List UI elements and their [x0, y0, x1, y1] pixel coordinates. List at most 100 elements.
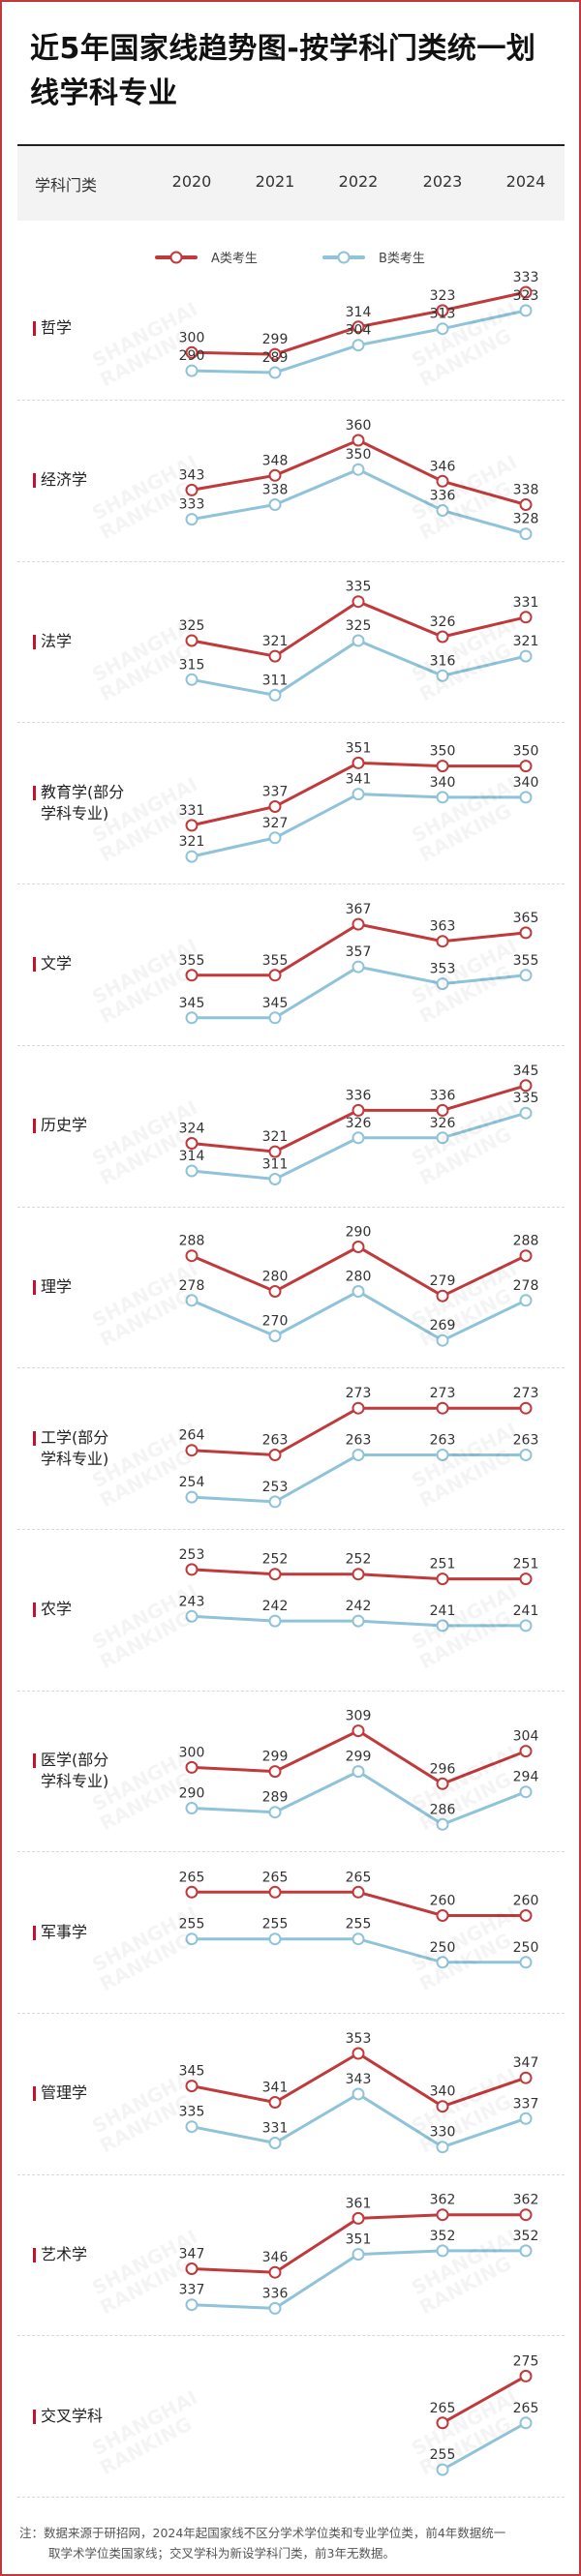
category-label-text: 教育学(部分: [41, 782, 125, 801]
data-point-marker: [519, 1294, 533, 1307]
legend-a-label: A类考生: [211, 252, 258, 266]
data-value-label: 304: [513, 1729, 539, 1745]
data-point-marker: [185, 364, 199, 377]
data-value-label: 290: [179, 348, 205, 364]
data-point-marker: [352, 2047, 365, 2060]
header-year-2020: 2020: [171, 172, 212, 191]
data-point-marker: [519, 969, 533, 982]
category-label-text: 农学: [41, 1600, 73, 1619]
category-label: 经济学: [33, 469, 88, 491]
data-point-marker: [185, 819, 199, 832]
data-point-marker: [185, 673, 199, 686]
data-value-label: 328: [513, 512, 539, 527]
category-label: 理学: [33, 1276, 73, 1298]
data-point-marker: [352, 2211, 365, 2225]
data-point-marker: [185, 2120, 199, 2134]
header-year-2024: 2024: [505, 172, 546, 191]
category-accent-bar: [33, 2248, 36, 2263]
table-header: 学科门类 2020 2021 2022 2023 2024: [17, 146, 565, 221]
data-value-label: 321: [179, 834, 205, 850]
data-point-marker: [268, 498, 282, 511]
header-year-2021: 2021: [255, 172, 295, 191]
data-value-label: 341: [346, 772, 372, 788]
category-label-text: 学科专业): [41, 803, 109, 823]
chart-legend: A类考生 B类考生: [0, 248, 581, 269]
data-value-label: 352: [513, 2229, 539, 2244]
data-point-marker: [185, 1760, 199, 1774]
data-point-marker: [268, 1614, 282, 1628]
data-value-label: 273: [346, 1386, 372, 1401]
data-point-marker: [436, 935, 449, 948]
data-point-marker: [268, 1173, 282, 1185]
category-label-text: 医学(部分: [41, 1750, 109, 1769]
data-point-marker: [519, 1619, 533, 1632]
data-point-marker: [352, 634, 365, 647]
data-value-label: 343: [346, 2072, 372, 2087]
data-point-marker: [436, 322, 449, 336]
category-label-text: 经济学: [41, 470, 88, 490]
category-accent-bar: [33, 1119, 36, 1134]
data-point-marker: [268, 1011, 282, 1025]
panel-separator: [17, 2013, 565, 2014]
category-label-text: 法学: [41, 632, 73, 651]
data-point-marker: [519, 1745, 533, 1758]
data-value-label: 365: [513, 911, 539, 926]
data-value-label: 311: [262, 673, 289, 688]
data-value-label: 314: [179, 1149, 205, 1164]
data-point-marker: [268, 2137, 282, 2149]
data-value-label: 352: [430, 2229, 456, 2244]
category-accent-bar: [33, 1279, 36, 1295]
legend-b-label: B类考生: [379, 252, 425, 266]
data-point-marker: [185, 513, 199, 526]
data-value-label: 265: [430, 2401, 456, 2416]
data-value-label: 280: [346, 1270, 372, 1285]
data-point-marker: [436, 1956, 449, 1969]
data-point-marker: [352, 917, 365, 931]
data-point-marker: [436, 977, 449, 991]
data-point-marker: [352, 1614, 365, 1628]
data-point-marker: [268, 1765, 282, 1779]
data-point-marker: [352, 1241, 365, 1253]
data-value-label: 367: [346, 902, 372, 917]
data-point-marker: [519, 791, 533, 804]
data-value-label: 316: [430, 653, 456, 669]
data-point-marker: [185, 2262, 199, 2275]
data-point-marker: [519, 1449, 533, 1461]
data-value-label: 326: [430, 614, 456, 630]
data-point-marker: [352, 1131, 365, 1145]
data-point-marker: [268, 468, 282, 482]
data-value-label: 362: [430, 2193, 456, 2208]
category-label-text: 哲学: [41, 317, 73, 337]
data-value-label: 347: [513, 2055, 539, 2071]
panel-separator: [17, 1367, 565, 1369]
data-point-marker: [519, 2244, 533, 2258]
data-point-marker: [352, 1932, 365, 1946]
data-point-marker: [352, 595, 365, 609]
data-point-marker: [436, 2100, 449, 2113]
category-label-text: 理学: [41, 1276, 73, 1296]
category-label: 管理学: [33, 2082, 87, 2104]
data-value-label: 241: [513, 1603, 539, 1619]
data-value-label: 346: [262, 2250, 289, 2265]
series-a-line: [442, 2375, 527, 2425]
data-point-marker: [268, 347, 282, 361]
data-value-label: 290: [346, 1225, 372, 1241]
data-point-marker: [519, 1079, 533, 1093]
data-point-marker: [352, 1449, 365, 1461]
category-label: 医学(部分 学科专业): [33, 1750, 109, 1792]
data-value-label: 278: [513, 1278, 539, 1294]
data-value-label: 286: [430, 1802, 456, 1817]
panel-separator: [17, 2173, 565, 2175]
data-value-label: 250: [430, 1940, 456, 1956]
data-value-label: 324: [179, 1122, 205, 1137]
data-value-label: 357: [346, 944, 372, 960]
data-value-label: 289: [262, 1790, 289, 1806]
data-value-label: 311: [262, 1157, 289, 1173]
data-value-label: 275: [513, 2353, 539, 2369]
data-value-label: 270: [262, 1314, 289, 1330]
data-point-marker: [185, 1444, 199, 1457]
data-value-label: 336: [346, 1088, 372, 1103]
